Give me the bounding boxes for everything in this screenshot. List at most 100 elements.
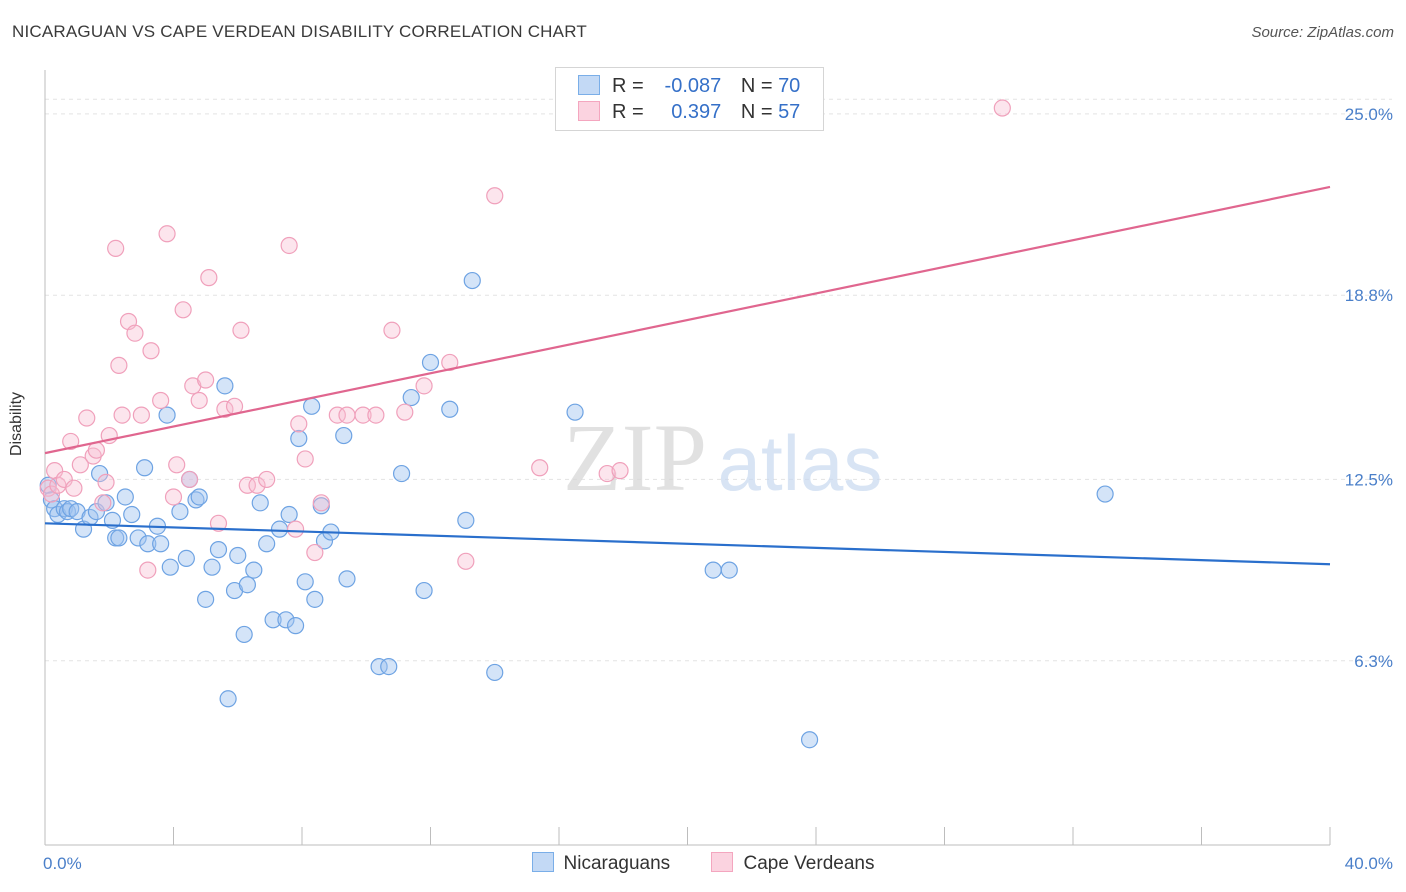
cape-verdean-point — [132, 406, 150, 424]
nicaraguan-point — [91, 464, 109, 483]
legend-r-value: 0.397 — [671, 101, 722, 123]
nicaraguan-point — [800, 731, 819, 749]
nicaraguan-point — [258, 535, 276, 553]
nicaraguan-point — [264, 611, 282, 629]
nicaraguan-point — [139, 535, 157, 553]
legend-item-nicaraguans[interactable]: Nicaraguans — [531, 852, 670, 875]
nicaraguan-point — [177, 549, 195, 567]
nicaraguan-point — [229, 546, 247, 565]
nicaraguan-point — [380, 658, 398, 676]
cape-verdean-point — [152, 391, 170, 410]
nicaraguan-point — [219, 690, 237, 708]
y-tick-label: 6.3% — [1354, 652, 1393, 671]
nicaraguan-point — [457, 511, 475, 529]
series-legend: Nicaraguans Cape Verdeans — [0, 852, 1406, 875]
legend-swatch-pink — [578, 101, 600, 121]
nicaraguan-point — [415, 581, 433, 600]
cape-verdean-point — [46, 462, 64, 480]
legend-n-label: N = — [740, 75, 773, 97]
legend-row-cape-verdeans: R = 0.397 N = 57 — [578, 101, 800, 125]
cape-verdean-point — [55, 470, 73, 489]
chart-title: NICARAGUAN VS CAPE VERDEAN DISABILITY CO… — [12, 22, 587, 41]
trend-line-cape-verdeans — [44, 185, 1331, 455]
cape-verdean-point — [97, 473, 115, 491]
nicaraguan-point — [338, 570, 356, 588]
cape-verdean-point — [290, 415, 308, 433]
cape-verdean-point — [164, 488, 183, 506]
cape-verdean-point — [42, 485, 61, 503]
nicaraguan-point — [296, 573, 314, 591]
legend-r-label: R = — [612, 75, 644, 97]
nicaraguan-point — [280, 505, 298, 524]
nicaraguan-point — [197, 590, 215, 608]
nicaraguan-point — [216, 377, 234, 395]
cape-verdean-point — [598, 464, 616, 483]
nicaraguan-point — [335, 426, 353, 445]
nicaraguan-point — [161, 558, 179, 576]
legend-item-cape-verdeans[interactable]: Cape Verdeans — [711, 852, 874, 875]
nicaraguan-point — [370, 658, 388, 676]
nicaraguan-point — [190, 488, 208, 506]
cape-verdean-point — [486, 187, 504, 205]
cape-verdean-point — [248, 476, 266, 494]
nicaraguan-point — [209, 541, 228, 559]
cape-verdean-point — [238, 476, 256, 494]
nicaraguan-point — [158, 406, 176, 424]
tick-labels: 6.3% 12.5% 18.8% 25.0% 0.0% 40.0% — [43, 105, 1393, 873]
cape-verdean-point — [383, 321, 401, 339]
cape-verdean-point — [190, 391, 208, 410]
cape-verdean-point — [306, 543, 324, 562]
nicaraguan-point — [303, 397, 321, 415]
cape-verdean-point — [232, 321, 250, 339]
cape-verdean-point — [993, 99, 1011, 117]
nicaraguan-point — [486, 663, 504, 682]
nicaraguan-point — [463, 271, 481, 290]
legend-r-value: -0.087 — [664, 75, 722, 97]
x-tick-label-max: 40.0% — [1345, 854, 1393, 873]
cape-verdean-point — [126, 324, 144, 342]
legend-swatch-blue — [578, 75, 600, 95]
series-cape-verdeans — [39, 99, 1011, 579]
nicaraguan-point — [152, 535, 170, 553]
nicaraguan-point — [203, 558, 221, 576]
cape-verdean-point — [328, 406, 346, 424]
watermark: ZIP atlas — [563, 404, 882, 511]
cape-verdean-point — [338, 406, 356, 424]
nicaraguan-point — [238, 576, 256, 594]
nicaraguan-point — [87, 503, 106, 521]
nicaraguan-point — [123, 505, 141, 524]
source-label: Source: ZipAtlas.com — [1251, 24, 1394, 41]
y-tick-label: 12.5% — [1345, 470, 1393, 489]
nicaraguan-point — [129, 529, 147, 547]
legend-n-value: 70 — [778, 75, 801, 97]
legend-r-label: R = — [612, 101, 644, 123]
nicaraguan-point — [235, 625, 253, 644]
cape-verdean-point — [396, 403, 414, 421]
nicaraguan-point — [135, 459, 154, 477]
y-tick-label: 18.8% — [1345, 286, 1393, 305]
legend-n-label: N = — [740, 101, 773, 123]
cape-verdean-point — [280, 236, 298, 255]
cape-verdean-point — [139, 561, 157, 579]
cape-verdean-point — [71, 456, 89, 474]
cape-verdean-point — [168, 456, 186, 474]
nicaraguan-point — [58, 503, 77, 521]
cape-verdean-point — [113, 406, 131, 424]
nicaraguan-point — [566, 403, 584, 421]
x-tick-label-min: 0.0% — [43, 854, 82, 873]
cape-verdean-point — [209, 514, 228, 532]
nicaraguan-point — [421, 353, 440, 372]
watermark-atlas: atlas — [718, 419, 883, 507]
trend-line-nicaraguans — [44, 522, 1331, 566]
nicaraguan-point — [441, 400, 459, 418]
cape-verdean-point — [354, 406, 372, 424]
nicaraguan-point — [720, 561, 738, 579]
cape-verdean-point — [174, 301, 192, 319]
nicaraguan-point — [116, 488, 134, 506]
cape-verdean-point — [457, 552, 475, 570]
legend-label-cape-verdeans: Cape Verdeans — [743, 853, 875, 874]
nicaraguan-point — [110, 529, 128, 547]
nicaraguan-point — [392, 464, 411, 483]
nicaraguan-point — [290, 429, 308, 448]
